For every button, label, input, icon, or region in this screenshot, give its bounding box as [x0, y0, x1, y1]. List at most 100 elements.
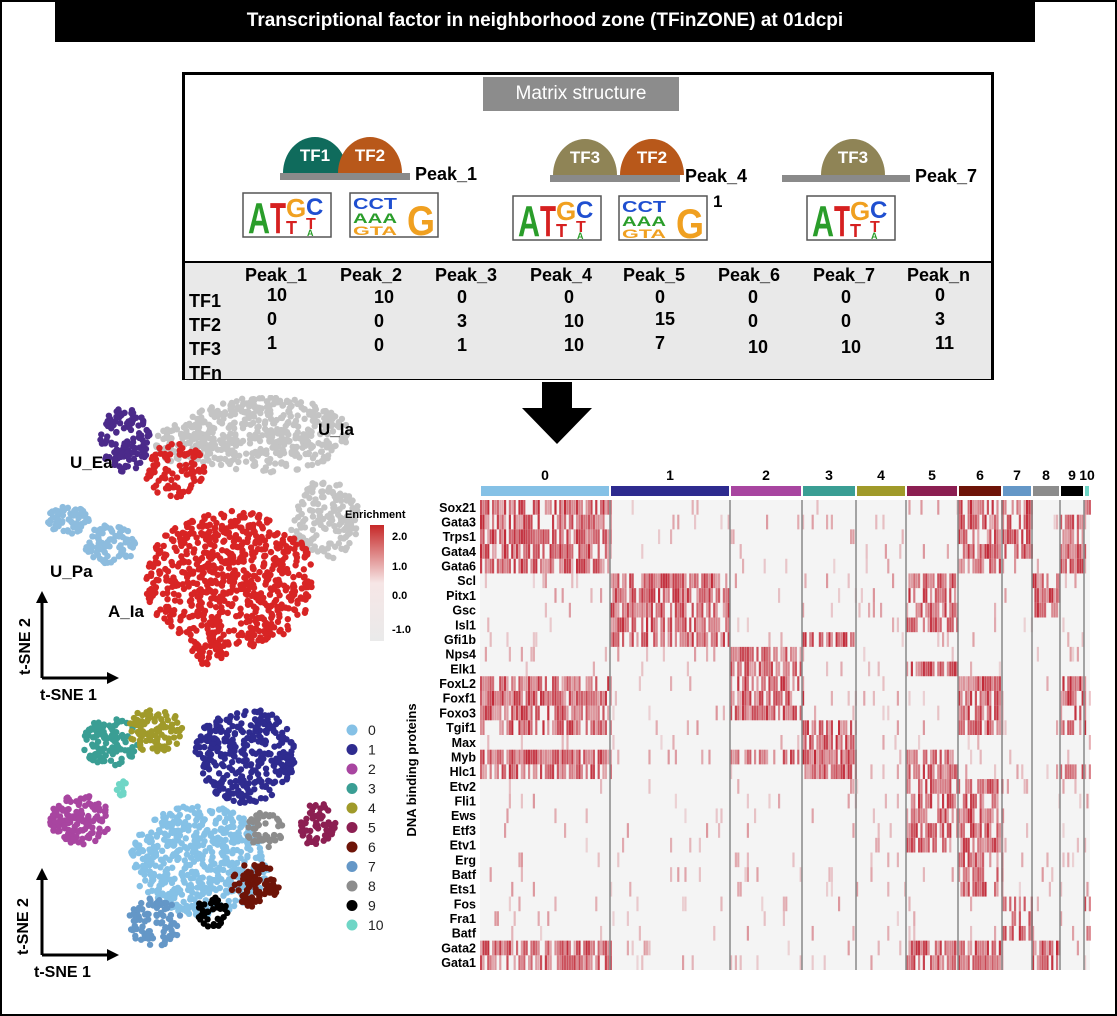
heatmap-cell [547, 690, 550, 706]
table-row-label: TF1 [189, 291, 222, 311]
heatmap-cell [552, 544, 555, 559]
heatmap-cell [996, 544, 999, 559]
heatmap-cell [763, 558, 766, 574]
cell-cluster [45, 503, 92, 537]
cell-point [187, 881, 194, 889]
heatmap-cell [818, 749, 821, 765]
heatmap-cell [487, 544, 490, 559]
cell-point [148, 455, 156, 463]
cell-point [200, 920, 208, 927]
heatmap-cell [996, 690, 999, 706]
heatmap-cell [982, 793, 985, 809]
heatmap-cell [960, 514, 963, 530]
heatmap-cell [1056, 514, 1059, 530]
heatmap-cell [696, 632, 699, 647]
heatmap-cell [816, 500, 819, 515]
heatmap-cell [739, 646, 742, 662]
heatmap-cell [559, 705, 562, 721]
heatmap-cell [1067, 764, 1070, 780]
heatmap-cell [549, 617, 552, 633]
heatmap-cell [588, 544, 591, 559]
cell-point [221, 860, 228, 867]
cell-point [179, 568, 186, 576]
cell-point [229, 582, 236, 590]
cell-point [354, 503, 361, 510]
cell-point [229, 783, 236, 791]
heatmap-cell [501, 690, 504, 706]
heatmap-cell [972, 529, 975, 545]
heatmap-cell [979, 749, 982, 765]
heatmap-cell [561, 764, 564, 780]
cell-point [226, 750, 234, 757]
heatmap-cell [742, 705, 745, 721]
heatmap-cell [542, 529, 545, 545]
cell-point [81, 746, 88, 754]
cell-point [264, 777, 272, 784]
cell-point [174, 719, 181, 726]
cell-point [233, 710, 241, 717]
heatmap-cell [833, 558, 836, 574]
heatmap-cell [592, 690, 595, 706]
heatmap-cell [592, 558, 595, 574]
heatmap-cell [694, 573, 697, 589]
heatmap-cell [658, 529, 661, 545]
heatmap-cell [532, 632, 535, 647]
heatmap-cell [977, 514, 980, 530]
cell-point [271, 832, 278, 839]
heatmap-cell [559, 749, 562, 765]
table-header: Peak_7 [813, 265, 876, 285]
cell-point [217, 622, 225, 630]
heatmap-cell [913, 573, 916, 589]
heatmap-cell [780, 676, 783, 691]
cell-point [148, 887, 156, 894]
cell-point [126, 422, 133, 429]
cell-point [246, 875, 253, 883]
heatmap-cell [852, 632, 855, 647]
cell-point [135, 422, 142, 429]
heatmap-cell [958, 558, 961, 574]
cell-point [54, 828, 62, 835]
cell-point [312, 496, 319, 503]
heatmap-cell [597, 749, 600, 765]
heatmap-cell [499, 720, 502, 735]
heatmap-cell [600, 588, 603, 603]
cell-point [311, 403, 319, 410]
heatmap-cell [996, 793, 999, 809]
heatmap-cell [1002, 558, 1005, 574]
cell-point [181, 819, 189, 826]
heatmap-cell [922, 764, 925, 780]
heatmap-cell [847, 749, 850, 765]
heatmap-cell [1023, 500, 1026, 515]
cell-point [346, 428, 353, 435]
heatmap-cell [979, 676, 982, 691]
heatmap-cell [818, 735, 821, 750]
heatmap-cell [1072, 529, 1075, 545]
heatmap-cell [998, 720, 1001, 735]
heatmap-cell [1002, 529, 1005, 545]
cell-point [238, 395, 246, 402]
heatmap-cell [915, 808, 918, 824]
heatmap-cell [568, 690, 571, 706]
heatmap-cell [967, 558, 970, 574]
heatmap-cell [746, 793, 749, 809]
heatmap-cell [942, 779, 945, 794]
heatmap-cell [658, 588, 661, 603]
cell-point [268, 757, 275, 764]
heatmap-cell [1032, 573, 1035, 589]
cell-point [273, 416, 280, 424]
heatmap-cell [487, 500, 490, 515]
heatmap-cell [790, 705, 793, 721]
heatmap-cell [674, 602, 677, 618]
heatmap-cell [571, 705, 574, 721]
cell-point [193, 839, 200, 846]
cell-point [175, 629, 183, 637]
heatmap-cell [962, 793, 965, 809]
heatmap-cell [559, 500, 562, 515]
cell-point [176, 447, 184, 455]
heatmap-cell [722, 602, 725, 618]
heatmap-cell [556, 676, 559, 691]
cell-point [153, 833, 161, 840]
heatmap-cell [754, 808, 757, 824]
heatmap-cell [604, 764, 607, 780]
